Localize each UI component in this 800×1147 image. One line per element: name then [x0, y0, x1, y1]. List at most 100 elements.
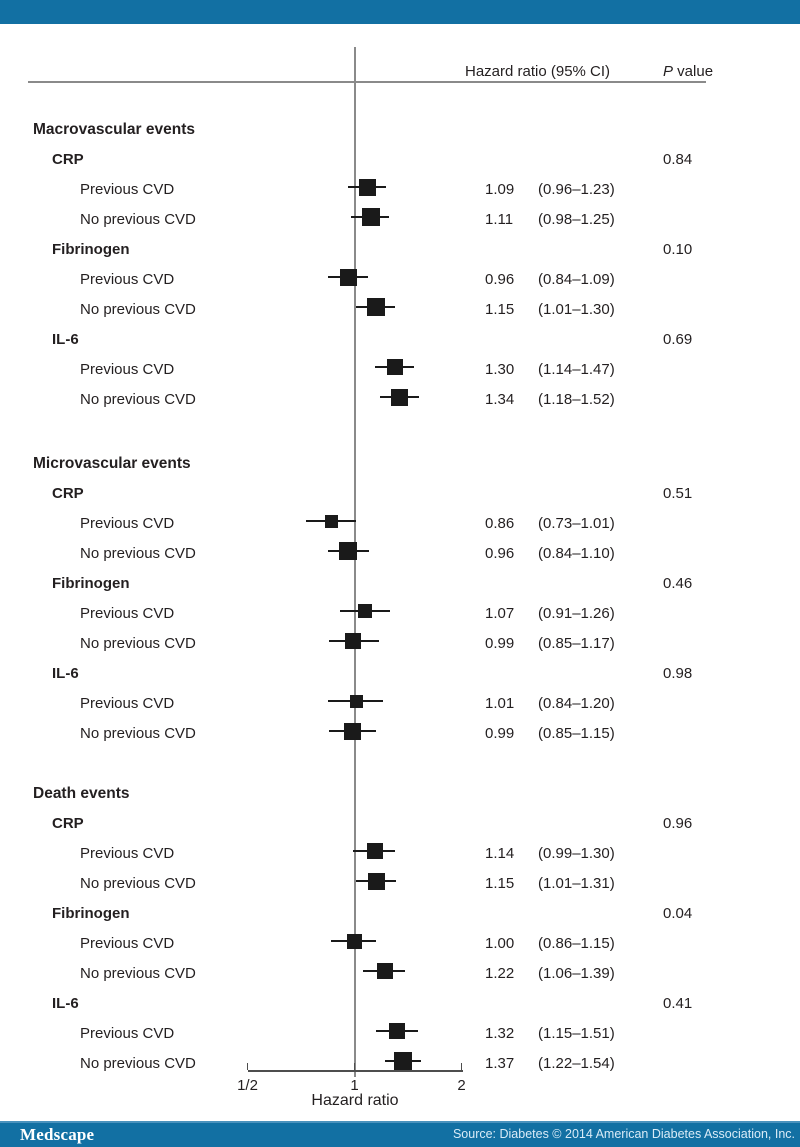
p-value-header-italic: P	[663, 63, 674, 80]
source-attribution-text: Source: Diabetes © 2014 American Diabete…	[452, 1127, 795, 1141]
subgroup-label: No previous CVD	[80, 391, 196, 408]
hr-value: 1.14	[485, 845, 515, 862]
x-axis-tick-label: 2	[457, 1077, 466, 1094]
ci-value: (1.01–1.30)	[538, 301, 615, 318]
biomarker-label: Fibrinogen	[52, 905, 130, 922]
hr-value: 1.32	[485, 1025, 515, 1042]
subgroup-label: No previous CVD	[80, 965, 196, 982]
hazard-ratio-marker	[359, 178, 377, 196]
hr-value: 1.22	[485, 965, 515, 982]
subgroup-label: Previous CVD	[80, 515, 175, 532]
hr-value: 0.99	[485, 725, 515, 742]
subgroup-label: Previous CVD	[80, 935, 175, 952]
biomarker-label: IL-6	[52, 665, 79, 682]
hr-value: 0.99	[485, 635, 515, 652]
ci-value: (0.98–1.25)	[538, 211, 615, 228]
hazard-ratio-marker	[394, 1052, 413, 1070]
hazard-ratio-marker	[357, 604, 372, 618]
hazard-ratio-marker	[344, 722, 362, 740]
hr-value: 1.15	[485, 301, 515, 318]
hr-value: 1.34	[485, 391, 515, 408]
x-axis-line	[248, 1070, 463, 1072]
medscape-logo: Medscape	[20, 1125, 95, 1144]
column-header-hazard-ratio: Hazard ratio (95% CI)	[465, 63, 611, 80]
section-label: Death events	[33, 785, 130, 802]
hazard-ratio-marker	[366, 843, 383, 859]
x-axis-label: Hazard ratio	[311, 1092, 399, 1109]
ci-value: (0.84–1.10)	[538, 545, 615, 562]
subgroup-label: Previous CVD	[80, 181, 175, 198]
biomarker-label: CRP	[52, 151, 84, 168]
hazard-ratio-marker	[339, 542, 358, 560]
hr-value: 0.96	[485, 271, 515, 288]
biomarker-label: CRP	[52, 485, 84, 502]
hr-value: 1.37	[485, 1055, 515, 1072]
hr-value: 0.96	[485, 545, 515, 562]
section-label: Macrovascular events	[33, 121, 195, 138]
hr-value: 0.86	[485, 515, 515, 532]
subgroup-label: Previous CVD	[80, 1025, 175, 1042]
top-accent-bar	[0, 0, 800, 24]
ci-value: (0.84–1.09)	[538, 271, 615, 288]
reference-line-hr-1	[354, 47, 356, 1077]
subgroup-label: Previous CVD	[80, 605, 175, 622]
subgroup-label: Previous CVD	[80, 695, 175, 712]
subgroup-label: No previous CVD	[80, 211, 196, 228]
hazard-ratio-marker	[387, 359, 403, 375]
x-axis-tick-label: 1/2	[237, 1077, 258, 1094]
ci-value: (1.14–1.47)	[538, 361, 615, 378]
p-value: 0.41	[663, 995, 693, 1012]
ci-value: (0.99–1.30)	[538, 845, 615, 862]
ci-value: (0.85–1.15)	[538, 725, 615, 742]
hazard-ratio-marker	[377, 963, 394, 979]
subgroup-label: No previous CVD	[80, 875, 196, 892]
subgroup-label: Previous CVD	[80, 845, 175, 862]
x-axis-tick	[353, 1063, 356, 1070]
ci-value: (0.91–1.26)	[538, 605, 615, 622]
biomarker-label: IL-6	[52, 331, 79, 348]
ci-value: (0.73–1.01)	[538, 515, 615, 532]
p-value: 0.96	[663, 815, 693, 832]
ci-value: (1.06–1.39)	[538, 965, 615, 982]
x-axis-tick-label: 1	[350, 1077, 359, 1094]
p-value: 0.98	[663, 665, 693, 682]
hazard-ratio-marker	[367, 298, 386, 316]
p-value: 0.10	[663, 241, 693, 258]
subgroup-label: No previous CVD	[80, 725, 196, 742]
ci-value: (1.15–1.51)	[538, 1025, 615, 1042]
ci-value: (0.86–1.15)	[538, 935, 615, 952]
forest-plot: Hazard ratio (95% CI) P value Macrovascu…	[28, 47, 713, 1109]
ci-value: (1.01–1.31)	[538, 875, 615, 892]
subgroup-label: No previous CVD	[80, 1055, 196, 1072]
hr-value: 1.30	[485, 361, 515, 378]
hazard-ratio-marker	[347, 933, 362, 949]
subgroup-label: Previous CVD	[80, 361, 175, 378]
x-axis-tick	[460, 1063, 463, 1070]
footer-bar: Medscape Source: Diabetes © 2014 America…	[0, 1121, 800, 1147]
subgroup-label: Previous CVD	[80, 271, 175, 288]
hazard-ratio-marker	[349, 694, 363, 708]
biomarker-label: Fibrinogen	[52, 575, 130, 592]
p-value: 0.46	[663, 575, 693, 592]
p-value: 0.69	[663, 331, 693, 348]
p-value: 0.51	[663, 485, 693, 502]
hazard-ratio-marker	[339, 268, 357, 286]
column-header-p-value: P value	[663, 63, 713, 80]
p-value: 0.04	[663, 905, 693, 922]
hazard-ratio-marker	[391, 388, 409, 406]
subgroup-label: No previous CVD	[80, 301, 196, 318]
p-value: 0.84	[663, 151, 693, 168]
biomarker-label: CRP	[52, 815, 84, 832]
section-label: Microvascular events	[33, 455, 191, 472]
hr-value: 1.07	[485, 605, 515, 622]
hazard-ratio-marker	[389, 1023, 406, 1039]
subgroup-label: No previous CVD	[80, 545, 196, 562]
hr-value: 1.01	[485, 695, 515, 712]
ci-value: (1.18–1.52)	[538, 391, 615, 408]
hr-value: 1.11	[485, 211, 514, 228]
ci-value: (1.22–1.54)	[538, 1055, 615, 1072]
ci-value: (0.84–1.20)	[538, 695, 615, 712]
hr-value: 1.00	[485, 935, 515, 952]
hazard-ratio-marker	[361, 208, 380, 226]
